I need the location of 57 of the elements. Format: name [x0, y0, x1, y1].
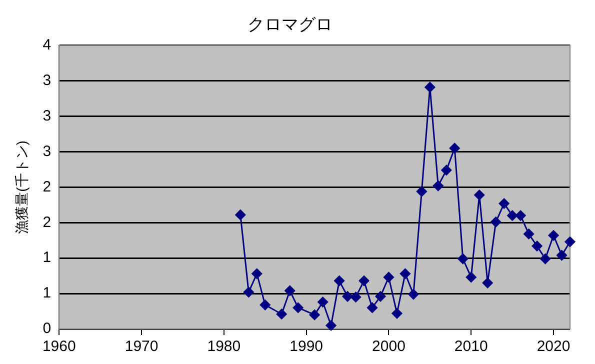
point — [375, 291, 386, 302]
point — [392, 308, 402, 319]
y-tick-label: 1 — [42, 249, 52, 266]
point — [342, 291, 353, 302]
x-tick-label: 1980 — [207, 338, 241, 356]
x-tick-label: 1990 — [290, 338, 324, 356]
point — [532, 240, 542, 252]
y-tick-label: 1 — [42, 284, 52, 302]
point — [416, 186, 427, 197]
y-tick-label: 0 — [42, 320, 52, 338]
y-tick-label: 3 — [42, 107, 52, 124]
point — [458, 254, 468, 264]
x-tick-label: 1960 — [42, 338, 76, 356]
point — [252, 268, 262, 279]
y-tick-label: 3 — [42, 72, 52, 89]
point — [564, 236, 576, 248]
point — [408, 289, 419, 300]
point — [474, 190, 485, 200]
point — [540, 254, 551, 264]
point — [449, 142, 460, 154]
point — [424, 82, 436, 92]
point — [441, 164, 452, 176]
point — [350, 292, 362, 302]
point — [524, 228, 534, 240]
point — [507, 210, 518, 221]
point — [482, 278, 493, 288]
point — [383, 272, 394, 282]
point — [498, 198, 510, 209]
y-axis-title: 漁獲量(千トン) — [13, 140, 30, 234]
point — [292, 302, 304, 313]
point — [358, 276, 370, 286]
point — [400, 268, 410, 279]
point — [260, 300, 270, 310]
x-tick-label: 2020 — [536, 338, 570, 356]
point — [556, 250, 568, 261]
point — [490, 216, 502, 228]
y-tick-label: 3 — [42, 142, 52, 160]
chart-title: クロマグロ — [248, 14, 332, 34]
y-tick-label: 4 — [42, 36, 52, 54]
point — [243, 286, 254, 298]
y-tick-label: 2 — [42, 178, 52, 196]
x-tick-label: 2010 — [454, 338, 488, 356]
point — [318, 296, 328, 308]
point — [276, 308, 287, 320]
point — [235, 210, 246, 220]
point — [548, 230, 559, 241]
point — [284, 285, 296, 296]
point — [466, 272, 476, 282]
point — [309, 310, 320, 320]
y-tick-label: 2 — [42, 214, 52, 231]
point — [515, 210, 526, 221]
point — [326, 320, 336, 331]
point — [432, 180, 444, 192]
point — [367, 302, 378, 313]
point — [334, 276, 345, 286]
x-tick-label: 1970 — [124, 338, 158, 356]
x-tick-label: 2000 — [372, 338, 406, 356]
